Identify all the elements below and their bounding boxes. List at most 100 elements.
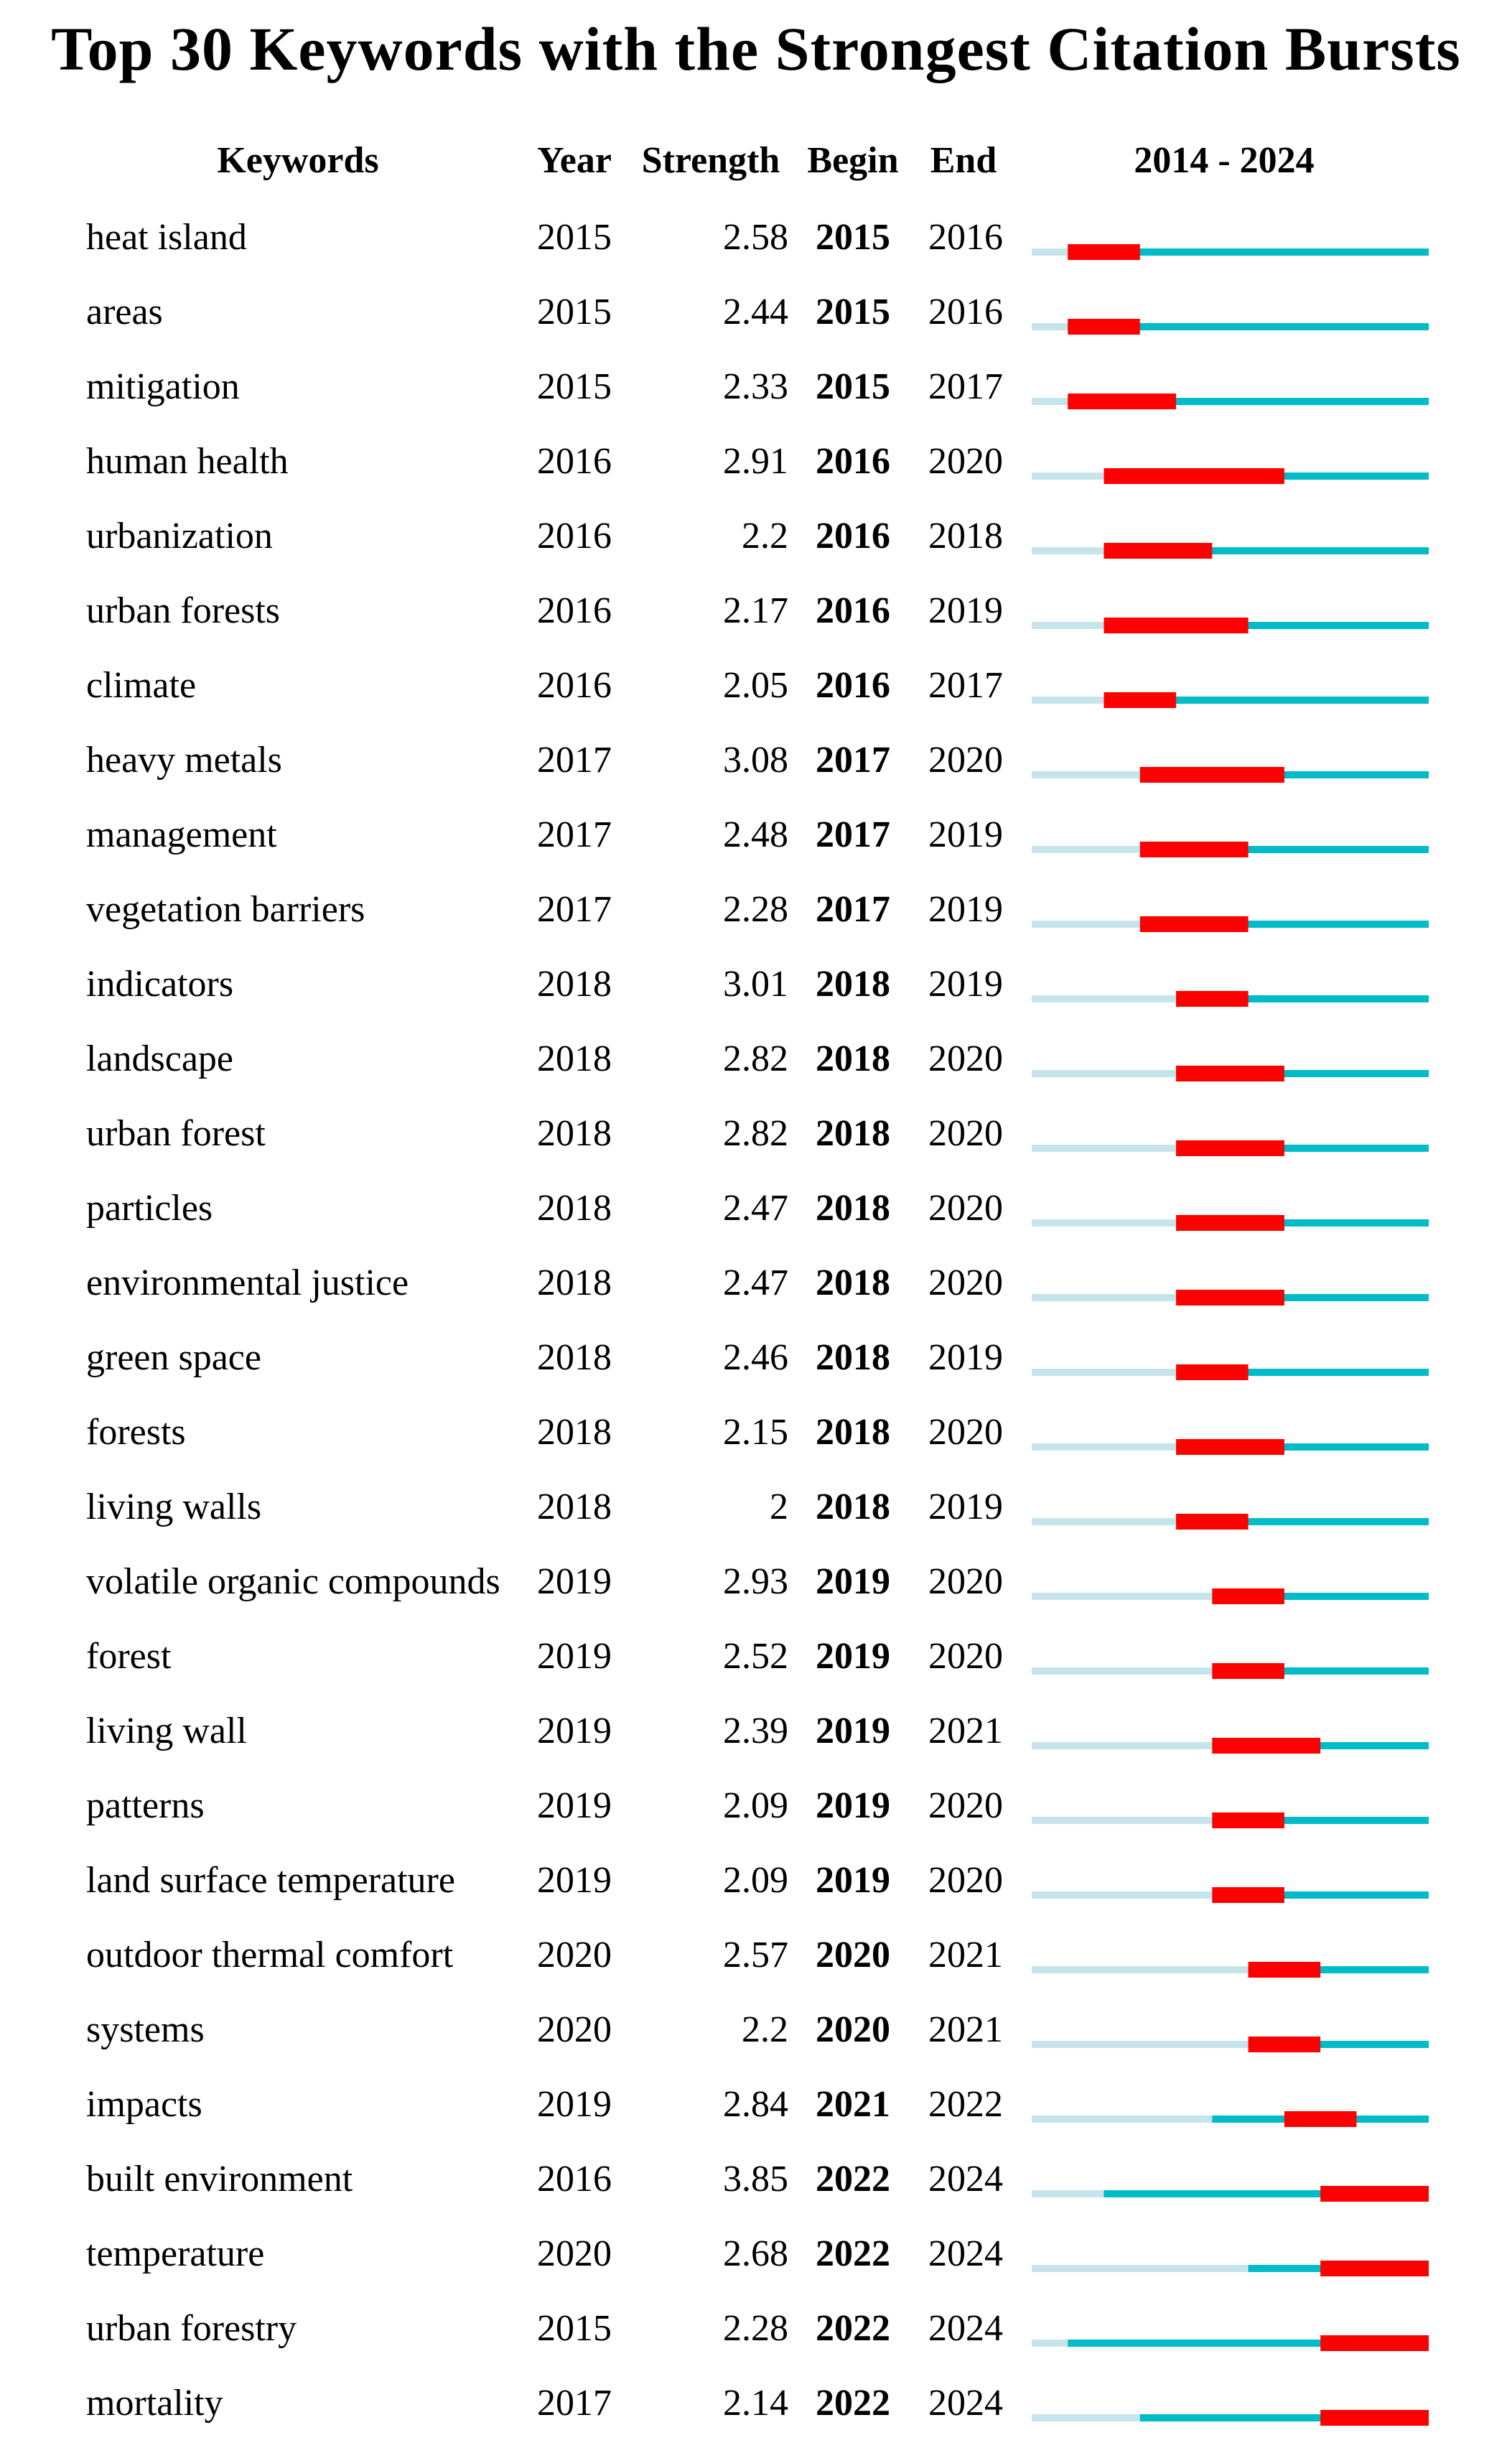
keyword-label: landscape bbox=[86, 1038, 233, 1079]
table-row: climate 2016 2.05 2016 2017 bbox=[86, 665, 1429, 708]
inactive-segment bbox=[1032, 2116, 1213, 2123]
keyword-label: temperature bbox=[86, 2233, 264, 2274]
active-segment bbox=[1212, 1593, 1429, 1600]
header-begin: Begin bbox=[807, 140, 898, 181]
active-segment bbox=[1103, 547, 1429, 554]
end-cell: 2016 bbox=[928, 217, 1003, 258]
begin-cell: 2018 bbox=[816, 964, 890, 1005]
inactive-segment bbox=[1032, 1742, 1213, 1749]
keyword-label: climate bbox=[86, 665, 196, 706]
inactive-segment bbox=[1032, 1443, 1177, 1451]
begin-cell: 2019 bbox=[816, 1561, 890, 1602]
burst-bar bbox=[1176, 1514, 1249, 1530]
keyword-label: particles bbox=[86, 1188, 213, 1229]
begin-cell: 2020 bbox=[816, 2009, 890, 2050]
begin-cell: 2022 bbox=[816, 2159, 890, 2200]
keyword-label: urbanization bbox=[86, 516, 273, 557]
end-cell: 2021 bbox=[928, 2009, 1003, 2050]
begin-cell: 2019 bbox=[816, 1785, 890, 1826]
begin-cell: 2022 bbox=[816, 2383, 890, 2424]
burst-bar bbox=[1176, 991, 1249, 1007]
year-cell: 2018 bbox=[537, 1188, 612, 1229]
begin-cell: 2016 bbox=[816, 590, 890, 631]
year-cell: 2019 bbox=[537, 1711, 612, 1751]
end-cell: 2020 bbox=[928, 1188, 1003, 1229]
year-cell: 2018 bbox=[537, 1113, 612, 1154]
header-keywords: Keywords bbox=[217, 140, 378, 181]
inactive-segment bbox=[1032, 2340, 1068, 2347]
begin-cell: 2018 bbox=[816, 1486, 890, 1527]
inactive-segment bbox=[1032, 846, 1140, 853]
begin-cell: 2022 bbox=[816, 2308, 890, 2349]
year-cell: 2020 bbox=[537, 2009, 612, 2050]
strength-cell: 2.33 bbox=[723, 366, 788, 407]
year-cell: 2015 bbox=[537, 292, 612, 332]
begin-cell: 2018 bbox=[816, 1038, 890, 1079]
table-row: living walls 2018 2 2018 2019 bbox=[86, 1486, 1429, 1530]
end-cell: 2020 bbox=[928, 1636, 1003, 1677]
year-cell: 2016 bbox=[537, 665, 612, 706]
burst-bar bbox=[1248, 2037, 1321, 2052]
keyword-label: vegetation barriers bbox=[86, 889, 365, 930]
burst-bar bbox=[1103, 692, 1177, 708]
active-segment bbox=[1139, 2414, 1429, 2421]
inactive-segment bbox=[1032, 398, 1068, 405]
begin-cell: 2017 bbox=[816, 889, 890, 930]
keyword-label: systems bbox=[86, 2009, 205, 2050]
inactive-segment bbox=[1032, 697, 1104, 704]
year-cell: 2016 bbox=[537, 2159, 612, 2200]
inactive-segment bbox=[1032, 2041, 1249, 2048]
table-row: heat island 2015 2.58 2015 2016 bbox=[86, 217, 1429, 260]
strength-cell: 2.14 bbox=[723, 2383, 788, 2424]
active-segment bbox=[1176, 1070, 1429, 1077]
strength-cell: 2.09 bbox=[723, 1860, 788, 1901]
end-cell: 2020 bbox=[928, 1412, 1003, 1453]
keyword-label: urban forest bbox=[86, 1113, 266, 1154]
table-row: green space 2018 2.46 2018 2019 bbox=[86, 1337, 1429, 1380]
inactive-segment bbox=[1032, 1518, 1177, 1525]
table-row: environmental justice 2018 2.47 2018 2020 bbox=[86, 1262, 1429, 1306]
inactive-segment bbox=[1032, 2190, 1104, 2197]
keyword-label: management bbox=[86, 814, 277, 855]
begin-cell: 2016 bbox=[816, 665, 890, 706]
inactive-segment bbox=[1032, 1966, 1249, 1973]
keyword-label: mortality bbox=[86, 2383, 223, 2424]
inactive-segment bbox=[1032, 1294, 1177, 1301]
inactive-segment bbox=[1032, 248, 1068, 256]
table-row: vegetation barriers 2017 2.28 2017 2019 bbox=[86, 889, 1429, 932]
chart-title: Top 30 Keywords with the Strongest Citat… bbox=[51, 14, 1461, 83]
burst-bar bbox=[1139, 767, 1284, 783]
year-cell: 2019 bbox=[537, 1561, 612, 1602]
table-row: forests 2018 2.15 2018 2020 bbox=[86, 1412, 1429, 1455]
year-cell: 2015 bbox=[537, 217, 612, 258]
inactive-segment bbox=[1032, 1667, 1213, 1675]
begin-cell: 2020 bbox=[816, 1935, 890, 1975]
year-cell: 2017 bbox=[537, 740, 612, 781]
keyword-label: areas bbox=[86, 292, 163, 332]
keyword-label: urban forestry bbox=[86, 2308, 297, 2349]
begin-cell: 2018 bbox=[816, 1337, 890, 1378]
table-row: volatile organic compounds 2019 2.93 2019 20… bbox=[86, 1561, 1429, 1604]
header-year: Year bbox=[537, 140, 612, 181]
table-row: mitigation 2015 2.33 2015 2017 bbox=[86, 366, 1429, 409]
active-segment bbox=[1212, 1891, 1429, 1899]
strength-cell: 2.52 bbox=[723, 1636, 788, 1677]
strength-cell: 2.82 bbox=[723, 1113, 788, 1154]
table-row: patterns 2019 2.09 2019 2020 bbox=[86, 1785, 1429, 1828]
keyword-label: indicators bbox=[86, 964, 233, 1005]
begin-cell: 2022 bbox=[816, 2233, 890, 2274]
end-cell: 2019 bbox=[928, 590, 1003, 631]
inactive-segment bbox=[1032, 2414, 1140, 2421]
inactive-segment bbox=[1032, 2265, 1249, 2272]
year-cell: 2020 bbox=[537, 1935, 612, 1975]
active-segment bbox=[1176, 1369, 1429, 1376]
inactive-segment bbox=[1032, 1070, 1177, 1077]
active-segment bbox=[1176, 1294, 1429, 1301]
inactive-segment bbox=[1032, 1891, 1213, 1899]
active-segment bbox=[1212, 1817, 1429, 1824]
strength-cell: 2.91 bbox=[723, 441, 788, 482]
inactive-segment bbox=[1032, 921, 1140, 928]
table-row: human health 2016 2.91 2016 2020 bbox=[86, 441, 1429, 484]
strength-cell: 2.2 bbox=[742, 2009, 788, 2050]
inactive-segment bbox=[1032, 622, 1104, 629]
